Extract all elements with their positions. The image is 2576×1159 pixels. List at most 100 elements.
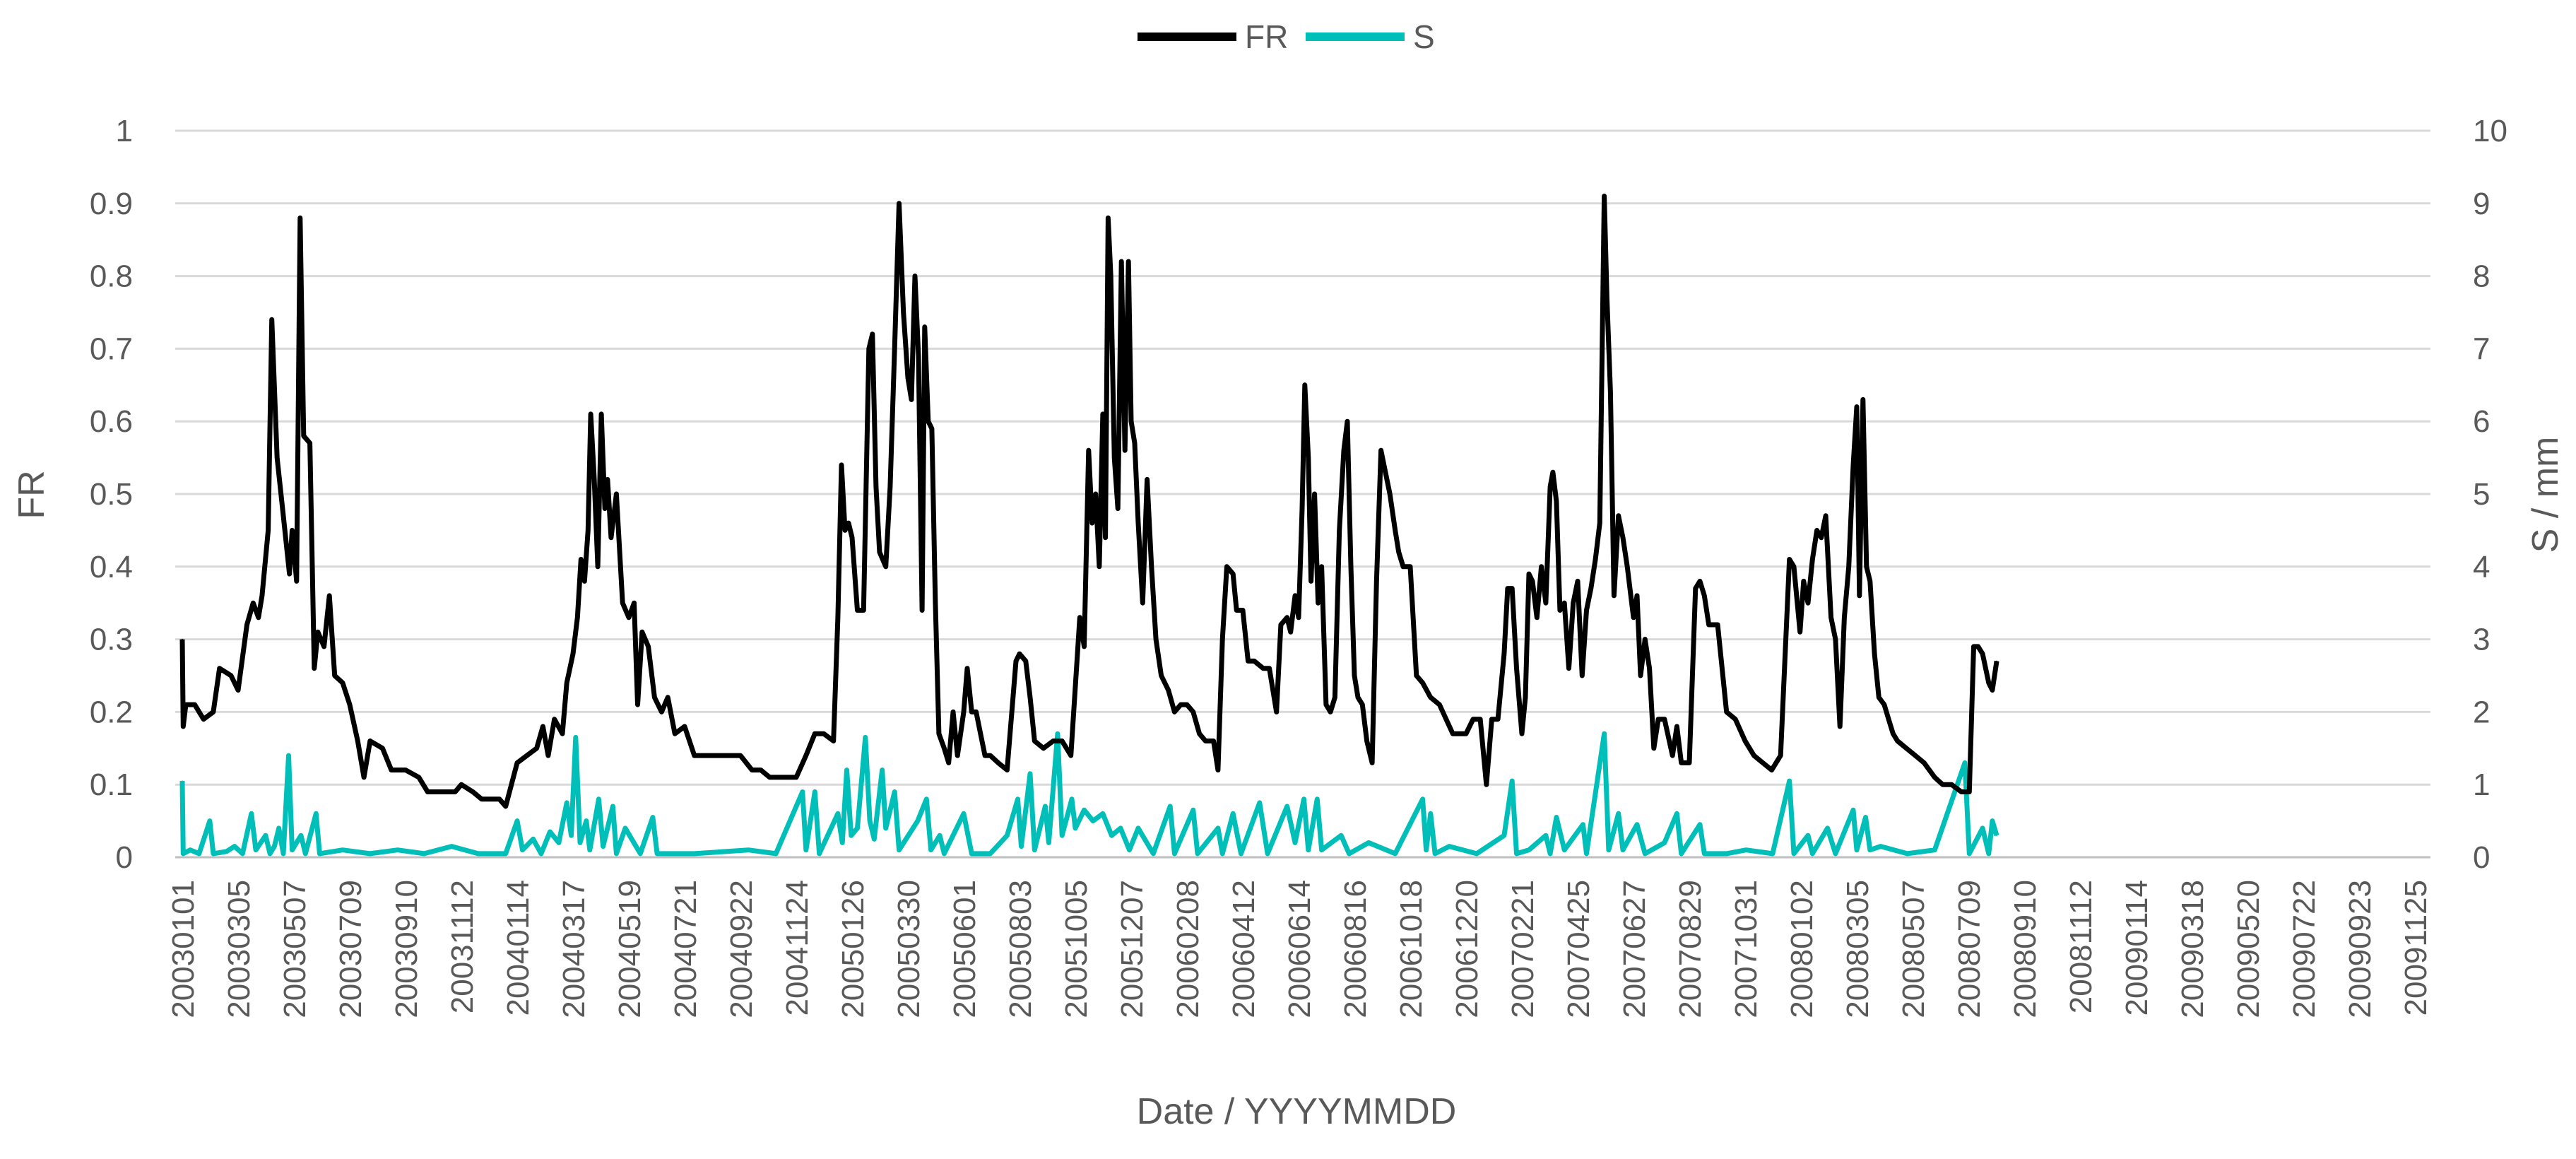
data-point-FR — [647, 646, 649, 647]
data-point-FR — [1079, 617, 1081, 618]
data-point-FR — [342, 682, 343, 684]
x-tick-label: 20091125 — [2399, 880, 2433, 1016]
data-point-S — [1303, 799, 1305, 800]
data-point-S — [1217, 828, 1219, 829]
data-point-FR — [1906, 748, 1907, 749]
data-point-FR — [1043, 748, 1044, 749]
data-point-FR — [1680, 762, 1682, 764]
data-point-FR — [1968, 791, 1971, 793]
data-point-FR — [1268, 667, 1270, 669]
data-point-FR — [1410, 566, 1411, 567]
data-point-S — [1020, 845, 1022, 847]
data-point-FR — [1104, 536, 1106, 539]
data-point-S — [1564, 849, 1565, 851]
data-point-S — [1017, 799, 1019, 800]
data-point-FR — [1361, 704, 1364, 705]
data-point-FR — [1982, 653, 1983, 654]
data-point-S — [926, 799, 928, 800]
y-left-tick-label: 0.3 — [90, 623, 133, 657]
data-point-FR — [1099, 566, 1100, 567]
data-point-FR — [1280, 624, 1282, 625]
x-tick-label: 20060614 — [1282, 880, 1317, 1018]
data-point-S — [1772, 853, 1773, 854]
data-point-S — [1448, 845, 1450, 847]
data-point-FR — [185, 704, 187, 705]
data-point-FR — [504, 806, 507, 807]
data-point-S — [1528, 849, 1530, 851]
data-point-FR — [1896, 740, 1898, 742]
data-point-FR — [1603, 195, 1605, 197]
data-point-S — [1128, 849, 1130, 851]
data-point-FR — [267, 529, 269, 531]
x-tick-label: 20030910 — [389, 880, 424, 1018]
data-point-FR — [1222, 638, 1223, 640]
data-point-S — [1644, 853, 1646, 854]
data-point-FR — [935, 602, 936, 604]
data-point-S — [540, 853, 542, 854]
data-point-FR — [1577, 580, 1578, 582]
data-point-S — [1232, 813, 1234, 815]
data-point-FR — [796, 777, 797, 778]
data-point-S — [586, 820, 587, 822]
data-point-FR — [963, 711, 964, 713]
data-point-FR — [580, 558, 582, 560]
data-point-FR — [1402, 566, 1404, 567]
data-point-FR — [1640, 675, 1641, 676]
x-axis-title: Date / YYYYMMDD — [1137, 1091, 1457, 1132]
data-point-S — [615, 853, 618, 854]
x-axis-ticks: 20030101 20030305 20030507 20030709 20030910… — [166, 880, 2433, 1018]
data-point-S — [1853, 809, 1854, 811]
data-point-S — [1286, 806, 1288, 807]
data-point-S — [242, 853, 244, 854]
data-point-FR — [1590, 587, 1592, 589]
data-point-S — [1745, 849, 1747, 851]
data-point-S — [1102, 813, 1104, 815]
data-point-FR — [499, 799, 500, 800]
data-point-FR — [1725, 711, 1727, 713]
data-point-S — [1044, 806, 1046, 807]
y-left-tick-label: 0 — [116, 840, 133, 875]
data-point-FR — [1186, 704, 1188, 705]
data-point-FR — [1350, 566, 1352, 567]
data-point-FR — [1070, 755, 1072, 756]
data-point-FR — [1138, 522, 1139, 524]
data-point-FR — [1134, 442, 1135, 444]
data-point-FR — [654, 697, 656, 698]
data-point-S — [396, 849, 398, 851]
data-point-FR — [601, 413, 602, 415]
data-point-FR — [1568, 667, 1570, 669]
data-point-S — [814, 791, 816, 793]
data-point-FR — [472, 791, 474, 793]
data-point-FR — [844, 529, 846, 531]
y-right-tick-label: 4 — [2473, 550, 2490, 584]
data-point-FR — [1113, 457, 1115, 459]
data-point-FR — [814, 733, 816, 734]
data-point-S — [873, 838, 875, 840]
data-point-FR — [1699, 580, 1701, 582]
data-point-FR — [1585, 609, 1588, 611]
data-point-FR — [562, 733, 563, 734]
data-point-FR — [1263, 667, 1264, 669]
data-point-FR — [1803, 580, 1804, 582]
x-tick-label: 20070829 — [1673, 880, 1708, 1018]
x-tick-label: 20080102 — [1785, 880, 1819, 1018]
data-point-FR — [572, 653, 574, 654]
y-right-tick-label: 6 — [2473, 404, 2490, 439]
data-point-FR — [921, 609, 923, 611]
data-point-S — [1906, 853, 1908, 854]
data-point-FR — [1304, 384, 1306, 386]
x-tick-label: 20031112 — [445, 880, 480, 1013]
data-point-FR — [1294, 595, 1296, 596]
data-point-FR — [1338, 529, 1340, 531]
y-axis-left-title: FR — [11, 470, 52, 519]
data-point-FR — [1334, 697, 1336, 698]
data-point-FR — [894, 348, 895, 350]
data-point-S — [1240, 853, 1242, 854]
data-point-FR — [1193, 711, 1194, 713]
data-point-FR — [1330, 711, 1331, 713]
data-point-FR — [769, 777, 771, 778]
data-point-FR — [1644, 638, 1646, 640]
data-point-FR — [1298, 617, 1299, 618]
data-point-S — [1048, 842, 1050, 844]
data-point-FR — [418, 777, 420, 778]
